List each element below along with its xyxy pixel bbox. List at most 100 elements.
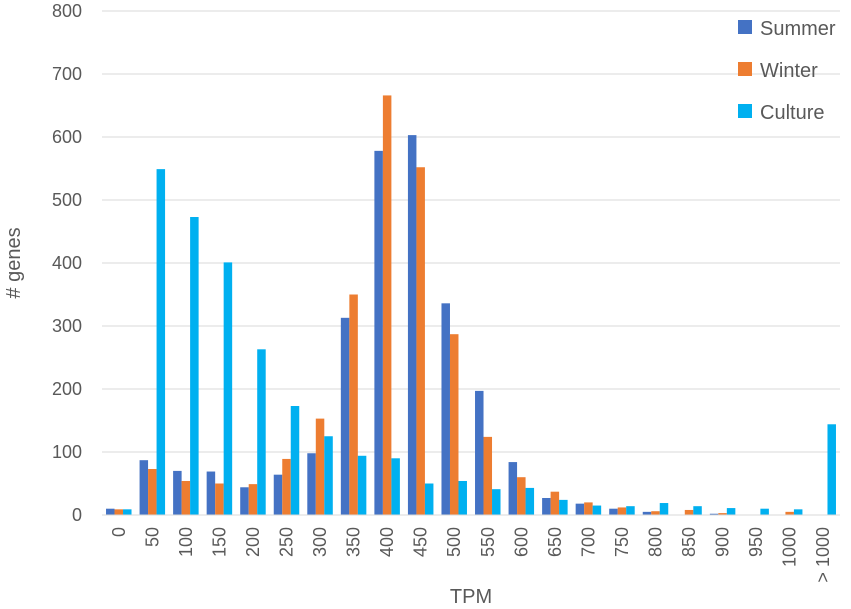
bar-culture-15	[626, 506, 635, 515]
y-tick-label: 0	[72, 505, 82, 525]
x-tick-label: > 1000	[813, 527, 833, 583]
legend-swatch-winter	[738, 62, 752, 76]
x-tick-label: 50	[142, 527, 162, 547]
bar-summer-11	[475, 390, 484, 515]
x-tick-label: 950	[746, 527, 766, 557]
legend-label-summer: Summer	[760, 18, 836, 40]
bar-culture-7	[357, 455, 367, 515]
bar-culture-3	[223, 262, 233, 515]
bar-culture-5	[290, 406, 300, 515]
x-tick-label: 150	[209, 527, 229, 557]
x-tick-label: 550	[478, 527, 498, 557]
bar-culture-13	[559, 499, 568, 515]
bars	[106, 95, 836, 516]
y-tick-label: 400	[52, 253, 82, 273]
bar-summer-16	[642, 511, 652, 515]
bar-winter-3	[215, 483, 224, 515]
bar-winter-6	[315, 418, 325, 515]
legend-swatch-culture	[738, 104, 752, 118]
bar-culture-1	[156, 169, 166, 515]
bar-winter-2	[181, 480, 191, 515]
bar-culture-18	[726, 508, 736, 515]
gridlines	[102, 10, 840, 453]
bar-winter-18	[718, 513, 727, 515]
x-tick-label: 750	[612, 527, 632, 557]
bar-winter-0	[114, 509, 124, 515]
bar-winter-14	[584, 502, 593, 515]
bar-summer-10	[441, 303, 450, 515]
y-axis-title: # genes	[3, 227, 25, 298]
bar-summer-9	[407, 135, 417, 516]
y-tick-label: 100	[52, 442, 82, 462]
bar-culture-0	[123, 509, 132, 515]
bar-culture-20	[793, 509, 803, 515]
legend-swatch-summer	[738, 20, 752, 34]
y-tick-label: 600	[52, 127, 82, 147]
x-tick-label: 350	[344, 527, 364, 557]
bar-winter-13	[550, 491, 560, 515]
bar-summer-4	[240, 487, 249, 515]
bar-culture-8	[391, 458, 400, 515]
y-tick-label: 300	[52, 316, 82, 336]
y-tick-label: 700	[52, 64, 82, 84]
x-tick-label: 850	[679, 527, 699, 557]
bar-winter-12	[517, 477, 526, 515]
bar-winter-11	[483, 436, 493, 515]
bar-culture-10	[458, 480, 467, 515]
bar-culture-6	[324, 436, 333, 515]
bar-winter-15	[617, 507, 627, 515]
bar-culture-21	[827, 424, 836, 515]
bar-culture-16	[659, 503, 669, 515]
y-tick-label: 500	[52, 190, 82, 210]
x-tick-label: 900	[713, 527, 733, 557]
bar-winter-9	[416, 167, 425, 516]
bar-winter-4	[248, 484, 258, 515]
bar-culture-17	[693, 506, 702, 515]
bar-winter-20	[785, 511, 794, 515]
bar-winter-1	[148, 469, 157, 515]
x-tick-label: 400	[377, 527, 397, 557]
bar-summer-6	[307, 453, 316, 515]
x-tick-label: 700	[578, 527, 598, 557]
y-tick-label: 800	[52, 1, 82, 21]
bar-culture-9	[424, 483, 434, 515]
bar-culture-12	[525, 487, 535, 515]
bar-summer-13	[542, 497, 551, 515]
bar-culture-19	[760, 508, 769, 515]
x-axis-title: TPM	[450, 586, 492, 608]
bar-winter-16	[651, 511, 660, 515]
legend-label-winter: Winter	[760, 60, 818, 82]
x-tick-label: 1000	[780, 527, 800, 567]
bar-winter-10	[449, 334, 459, 515]
x-tick-label: 450	[411, 527, 431, 557]
legend: Summer Winter Culture	[738, 18, 836, 124]
bar-summer-2	[173, 470, 182, 515]
bar-summer-7	[340, 317, 350, 515]
x-tick-label: 200	[243, 527, 263, 557]
x-tick-label: 0	[109, 527, 129, 537]
bar-summer-3	[206, 471, 216, 515]
bar-summer-8	[374, 150, 383, 516]
bar-winter-7	[349, 294, 358, 515]
bar-culture-4	[257, 349, 266, 515]
legend-label-culture: Culture	[760, 102, 824, 124]
x-tick-label: 600	[511, 527, 531, 557]
bar-summer-12	[508, 462, 518, 515]
x-tick-label: 100	[176, 527, 196, 557]
bar-summer-15	[609, 508, 618, 515]
bar-summer-1	[139, 460, 149, 515]
bar-winter-8	[382, 95, 392, 516]
bar-culture-2	[190, 217, 199, 515]
bar-winter-5	[282, 458, 291, 515]
x-tick-label: 500	[444, 527, 464, 557]
bar-winter-17	[684, 509, 694, 515]
x-tick-label: 300	[310, 527, 330, 557]
bar-culture-11	[492, 489, 501, 515]
x-tick-label: 800	[646, 527, 666, 557]
bar-summer-0	[106, 508, 115, 515]
y-axis-ticks: 0 100 200 300 400 500 600 700 800	[52, 1, 82, 525]
y-tick-label: 200	[52, 379, 82, 399]
x-tick-label: 250	[277, 527, 297, 557]
bar-summer-14	[575, 503, 585, 515]
